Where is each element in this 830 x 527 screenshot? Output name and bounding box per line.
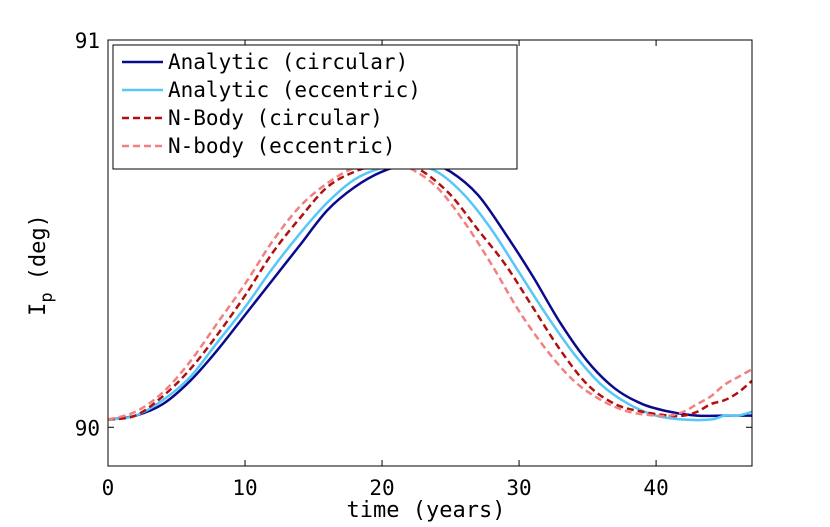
tick-layer: 0 10 20 30 40 90 91 bbox=[75, 29, 752, 500]
x-tick-label: 10 bbox=[232, 476, 257, 500]
x-tick-label: 30 bbox=[506, 476, 531, 500]
series-line-2 bbox=[108, 162, 752, 422]
legend-label-1: Analytic (circular) bbox=[168, 50, 408, 74]
y-tick-label: 91 bbox=[75, 29, 100, 53]
x-tick-label: 0 bbox=[102, 476, 115, 500]
series-line-3 bbox=[108, 161, 752, 421]
y-axis-label-subscript: p bbox=[37, 292, 57, 302]
plot-frame bbox=[107, 39, 753, 467]
x-axis-label: time (years) bbox=[347, 498, 506, 523]
legend-box bbox=[112, 44, 518, 170]
y-axis-label-main: I bbox=[26, 303, 51, 316]
legend: Analytic (circular) Analytic (eccentric) N… bbox=[112, 44, 518, 170]
legend-label-3: N-Body (circular) bbox=[168, 106, 383, 130]
y-axis-label: Ip (deg) bbox=[26, 214, 57, 316]
y-axis-label-unit: (deg) bbox=[26, 214, 51, 280]
x-tick-label: 20 bbox=[369, 476, 394, 500]
y-tick-label: 90 bbox=[75, 416, 100, 440]
legend-label-4: N-body (eccentric) bbox=[168, 134, 396, 158]
svg-text:Ip(deg): Ip (deg) bbox=[26, 214, 57, 316]
legend-label-2: Analytic (eccentric) bbox=[168, 78, 421, 102]
x-tick-label: 40 bbox=[643, 476, 668, 500]
